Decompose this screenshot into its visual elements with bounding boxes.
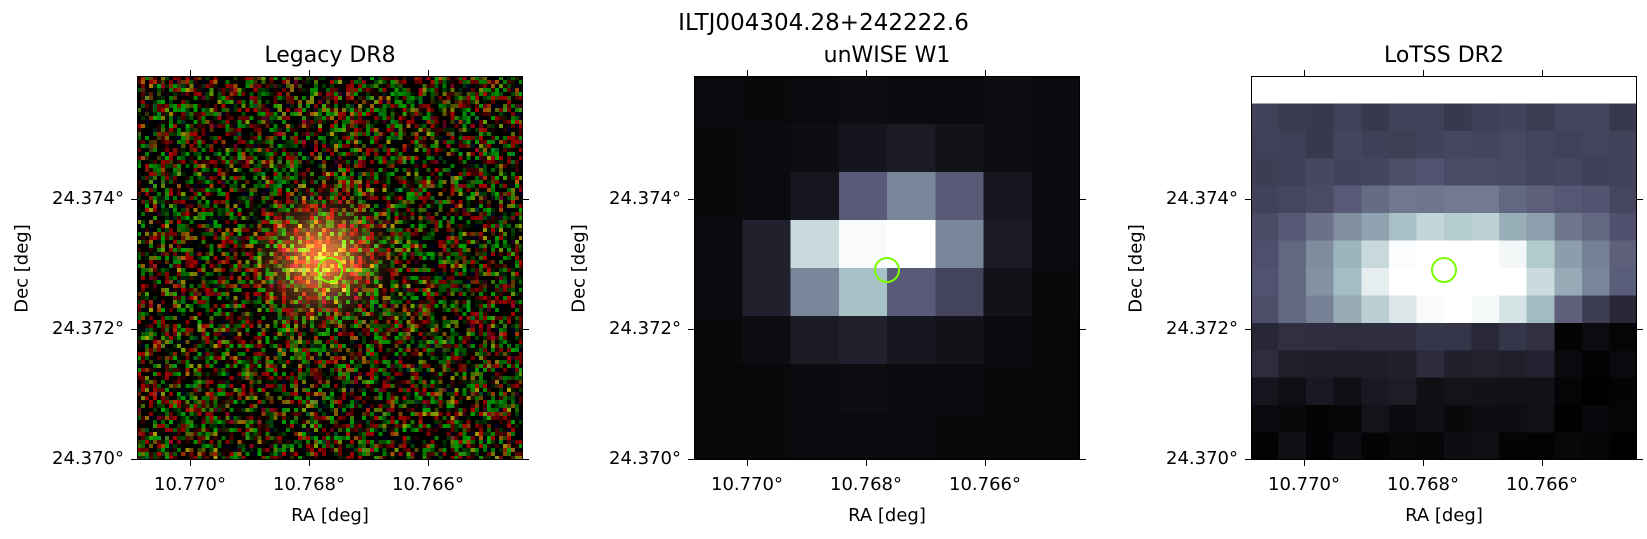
y-tick-label: 24.370° [609,448,681,469]
x-axis-title: RA [deg] [848,505,926,526]
y-tick-label: 24.370° [52,448,124,469]
source-marker-circle [874,257,900,283]
y-tick [523,459,529,461]
panel-title: Legacy DR8 [264,43,396,68]
x-tick [190,70,192,76]
x-tick-label: 10.766° [949,474,1021,495]
y-tick [131,329,137,331]
y-tick [1245,199,1251,201]
panel-title: LoTSS DR2 [1384,43,1504,68]
x-tick [309,70,311,76]
y-tick [1245,459,1251,461]
x-tick [866,460,868,466]
y-tick [1637,329,1643,331]
x-tick [1304,70,1306,76]
legacy-image [137,76,523,460]
panel-title: unWISE W1 [823,43,951,68]
x-tick [428,460,430,466]
y-tick [688,199,694,201]
y-tick [523,329,529,331]
x-tick [747,460,749,466]
y-tick [523,199,529,201]
x-tick [1542,70,1544,76]
figure-title: ILTJ004304.28+242222.6 [678,10,969,36]
y-tick [1637,199,1643,201]
x-axis-title: RA [deg] [1405,505,1483,526]
x-tick-label: 10.770° [1268,474,1340,495]
x-tick-label: 10.768° [1387,474,1459,495]
y-tick [131,199,137,201]
y-tick [688,459,694,461]
y-tick-label: 24.374° [1166,188,1238,209]
x-tick [1423,460,1425,466]
x-tick-label: 10.766° [392,474,464,495]
y-tick-label: 24.374° [609,188,681,209]
x-tick [1304,460,1306,466]
y-tick-label: 24.372° [1166,318,1238,339]
y-axis-title: Dec [deg] [11,224,33,313]
x-tick [309,460,311,466]
y-tick [688,329,694,331]
y-tick [1080,199,1086,201]
y-axis-title: Dec [deg] [568,224,590,313]
x-tick [1423,70,1425,76]
x-tick-label: 10.766° [1506,474,1578,495]
x-tick [747,70,749,76]
y-tick [1080,329,1086,331]
x-tick [985,70,987,76]
y-tick-label: 24.374° [52,188,124,209]
y-tick [131,459,137,461]
x-axis-title: RA [deg] [291,505,369,526]
lotss-image [1251,76,1637,460]
y-tick-label: 24.372° [52,318,124,339]
source-marker-circle [317,257,343,283]
x-tick [1542,460,1544,466]
x-tick [428,70,430,76]
x-tick-label: 10.768° [273,474,345,495]
unwise-image [694,76,1080,460]
x-tick-label: 10.770° [711,474,783,495]
y-tick [1637,459,1643,461]
x-tick-label: 10.768° [830,474,902,495]
x-tick [985,460,987,466]
x-tick [190,460,192,466]
y-tick [1080,459,1086,461]
y-axis-title: Dec [deg] [1125,224,1147,313]
y-tick [1245,329,1251,331]
y-tick-label: 24.370° [1166,448,1238,469]
x-tick-label: 10.770° [154,474,226,495]
source-marker-circle [1431,257,1457,283]
y-tick-label: 24.372° [609,318,681,339]
x-tick [866,70,868,76]
